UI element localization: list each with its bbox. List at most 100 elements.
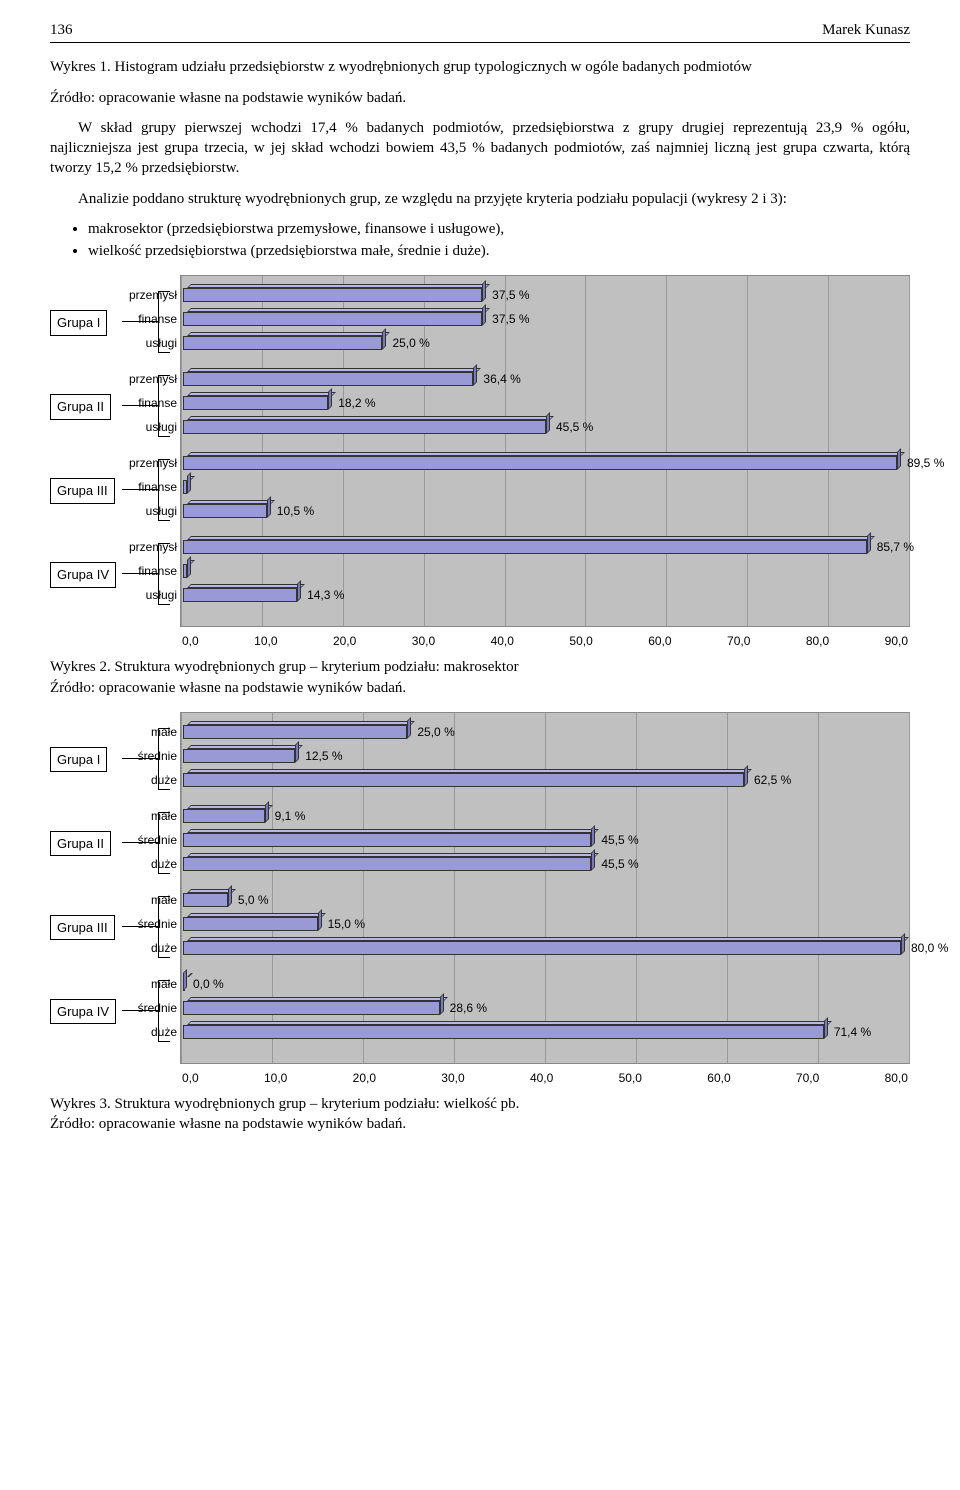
bar <box>183 917 318 931</box>
category-label: finanse <box>138 310 177 328</box>
bar-value-label: 28,6 % <box>450 999 487 1017</box>
bar-value-label: 37,5 % <box>492 286 529 304</box>
bar-value-label: 45,5 % <box>556 418 593 436</box>
author-name: Marek Kunasz <box>822 20 910 40</box>
bar-row: usługi45,5 % <box>183 418 901 436</box>
bullet-item: makrosektor (przedsiębiorstwa przemysłow… <box>88 219 910 239</box>
bar-value-label: 71,4 % <box>834 1023 871 1041</box>
category-label: usługi <box>146 418 177 436</box>
bar <box>183 456 897 470</box>
category-label: usługi <box>146 334 177 352</box>
group-label-box: Grupa IV <box>50 999 116 1025</box>
bar <box>183 941 901 955</box>
bar-value-label: 18,2 % <box>338 394 375 412</box>
bar <box>183 1001 440 1015</box>
bar-row: przemysł36,4 % <box>183 370 901 388</box>
bar-value-label: 25,0 % <box>392 334 429 352</box>
group-label-box: Grupa III <box>50 478 115 504</box>
bar <box>183 504 267 518</box>
bar <box>183 372 473 386</box>
wykres1-source: Źródło: opracowanie własne na podstawie … <box>50 88 910 108</box>
x-tick-label: 90,0 <box>885 633 908 649</box>
bar <box>183 1025 824 1039</box>
category-label: małe <box>151 723 177 741</box>
wykres2-title: Wykres 2. Struktura wyodrębnionych grup … <box>50 657 910 677</box>
group-label-box: Grupa III <box>50 915 115 941</box>
group-label-box: Grupa I <box>50 310 107 336</box>
category-label: finanse <box>138 562 177 580</box>
bar <box>183 312 482 326</box>
bar-row: usługi25,0 % <box>183 334 901 352</box>
x-tick-label: 40,0 <box>530 1070 553 1086</box>
bar-row: usługi14,3 % <box>183 586 901 604</box>
category-label: przemysł <box>129 454 177 472</box>
category-label: przemysł <box>129 286 177 304</box>
group-label-box: Grupa II <box>50 831 111 857</box>
bar <box>183 288 482 302</box>
bar <box>183 773 744 787</box>
category-label: duże <box>151 939 177 957</box>
bar <box>183 833 591 847</box>
chart-3: Grupa IGrupa IIGrupa IIIGrupa IV małe25,… <box>50 712 910 1086</box>
category-label: usługi <box>146 586 177 604</box>
x-tick-label: 50,0 <box>619 1070 642 1086</box>
page-number: 136 <box>50 20 73 40</box>
category-label: duże <box>151 1023 177 1041</box>
bar-value-label: 15,0 % <box>328 915 365 933</box>
wykres1-title: Wykres 1. Histogram udziału przedsiębior… <box>50 57 910 77</box>
bar-value-label: 9,1 % <box>275 807 306 825</box>
category-label: duże <box>151 855 177 873</box>
bar-row: małe5,0 % <box>183 891 901 909</box>
bullet-list: makrosektor (przedsiębiorstwa przemysłow… <box>88 219 910 262</box>
wykres3-source: Źródło: opracowanie własne na podstawie … <box>50 1114 910 1134</box>
bar-row: przemysł85,7 % <box>183 538 901 556</box>
category-label: usługi <box>146 502 177 520</box>
bar-value-label: 37,5 % <box>492 310 529 328</box>
bar-row: średnie28,6 % <box>183 999 901 1017</box>
x-tick-label: 40,0 <box>491 633 514 649</box>
x-tick-label: 80,0 <box>806 633 829 649</box>
bar-row: finanse <box>183 478 901 496</box>
bar <box>183 564 187 578</box>
bar <box>183 420 546 434</box>
bar-value-label: 5,0 % <box>238 891 269 909</box>
category-label: przemysł <box>129 538 177 556</box>
category-label: małe <box>151 807 177 825</box>
category-label: średnie <box>138 915 177 933</box>
category-label: przemysł <box>129 370 177 388</box>
bar-row: małe0,0 % <box>183 975 901 993</box>
x-tick-label: 80,0 <box>885 1070 908 1086</box>
x-tick-label: 10,0 <box>264 1070 287 1086</box>
paragraph-2: Analizie poddano strukturę wyodrębnionyc… <box>50 189 910 209</box>
bar <box>183 749 295 763</box>
bar-row: małe25,0 % <box>183 723 901 741</box>
paragraph-1: W skład grupy pierwszej wchodzi 17,4 % b… <box>50 118 910 179</box>
bar <box>183 336 382 350</box>
bar-value-label: 10,5 % <box>277 502 314 520</box>
bar-value-label: 85,7 % <box>877 538 914 556</box>
bar-value-label: 25,0 % <box>417 723 454 741</box>
x-tick-label: 30,0 <box>412 633 435 649</box>
bar <box>183 480 187 494</box>
bar-row: duże71,4 % <box>183 1023 901 1041</box>
group-label-box: Grupa IV <box>50 562 116 588</box>
bar-row: usługi10,5 % <box>183 502 901 520</box>
category-label: finanse <box>138 394 177 412</box>
x-tick-label: 50,0 <box>569 633 592 649</box>
category-label: małe <box>151 975 177 993</box>
bar <box>183 857 591 871</box>
x-tick-label: 70,0 <box>796 1070 819 1086</box>
bar-value-label: 45,5 % <box>601 855 638 873</box>
page-header: 136 Marek Kunasz <box>50 20 910 43</box>
bar-row: duże80,0 % <box>183 939 901 957</box>
bar-value-label: 14,3 % <box>307 586 344 604</box>
x-tick-label: 10,0 <box>254 633 277 649</box>
bar-row: finanse18,2 % <box>183 394 901 412</box>
bar <box>183 725 407 739</box>
x-tick-label: 20,0 <box>353 1070 376 1086</box>
bar <box>183 540 867 554</box>
chart-2: Grupa IGrupa IIGrupa IIIGrupa IV przemys… <box>50 275 910 649</box>
bar-row: średnie12,5 % <box>183 747 901 765</box>
bar-row: średnie45,5 % <box>183 831 901 849</box>
bar-value-label: 36,4 % <box>483 370 520 388</box>
